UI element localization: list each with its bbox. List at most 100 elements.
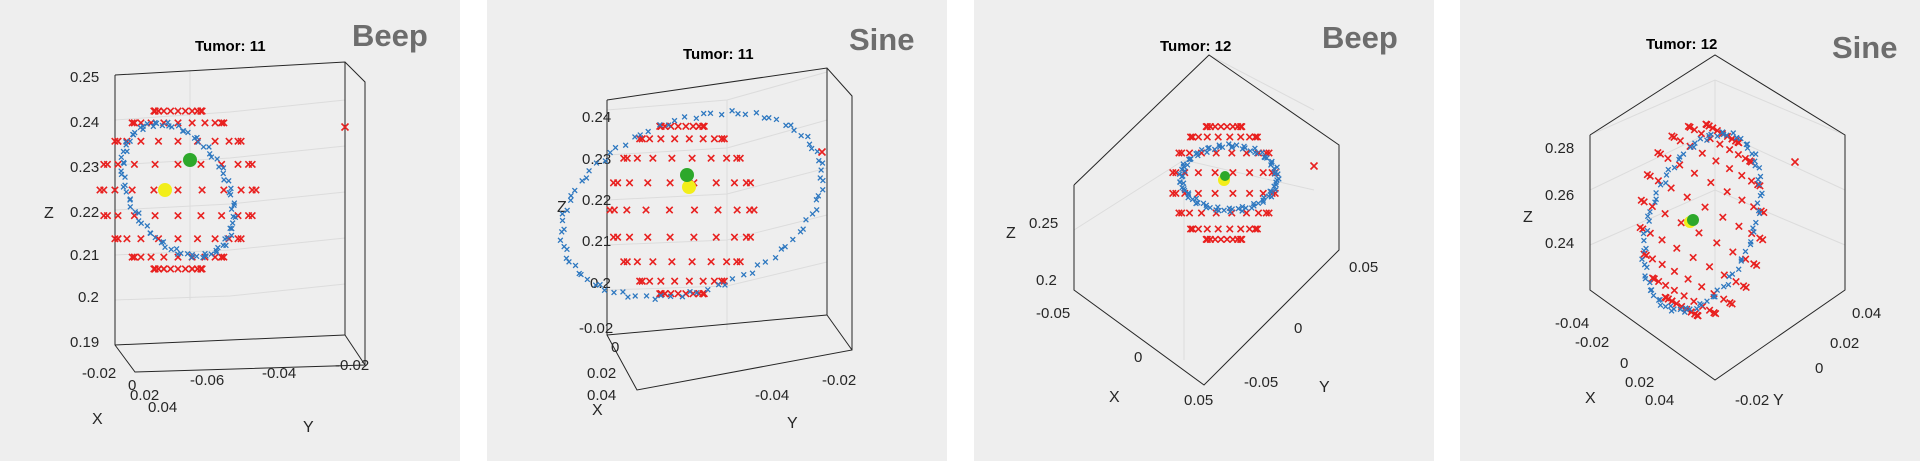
marker [1251, 133, 1260, 141]
marker [231, 202, 237, 209]
marker [1755, 176, 1761, 183]
marker [1734, 138, 1742, 147]
marker [123, 235, 131, 243]
panel-tumor-12-beep: 0.25 0.2 Z -0.05 0 0.05 X 0.05 0 -0.05 Y… [974, 0, 1434, 461]
marker [174, 235, 182, 243]
marker [720, 135, 729, 143]
marker [818, 167, 824, 173]
y-axis-label: Y [787, 415, 798, 432]
marker [601, 287, 608, 294]
marker [1705, 262, 1714, 271]
marker [815, 192, 822, 199]
marker [1686, 123, 1694, 131]
marker [819, 186, 826, 193]
y-axis-label: Y [1773, 392, 1784, 409]
marker [1670, 286, 1679, 295]
marker [1713, 239, 1721, 247]
marker [700, 110, 707, 117]
marker [1644, 213, 1651, 220]
marker [130, 160, 139, 169]
marker [699, 277, 707, 285]
marker [225, 177, 232, 184]
marker [1197, 209, 1206, 217]
marker [745, 206, 754, 214]
marker [227, 191, 234, 198]
marker [1710, 293, 1717, 300]
marker [1726, 273, 1732, 280]
marker [100, 160, 108, 169]
marker [1708, 131, 1714, 138]
x-tick: 0 [1620, 355, 1628, 372]
marker [1704, 137, 1710, 144]
marker [1747, 241, 1754, 248]
marker [637, 132, 644, 138]
marker [791, 127, 797, 134]
marker [1667, 303, 1674, 309]
marker [611, 289, 617, 296]
marker [1676, 137, 1685, 145]
marker [730, 233, 739, 241]
marker [228, 225, 235, 232]
y-tick: 0.04 [1852, 305, 1881, 322]
marker [625, 179, 634, 187]
marker [670, 277, 679, 285]
marker [1206, 235, 1215, 244]
marker [1756, 181, 1762, 188]
marker [619, 154, 628, 163]
marker [1693, 305, 1700, 312]
marker [1247, 148, 1254, 154]
marker [1200, 200, 1207, 207]
marker [572, 262, 579, 269]
marker [1644, 227, 1651, 234]
marker [340, 122, 350, 132]
marker [193, 235, 202, 243]
marker [151, 211, 159, 220]
marker [699, 135, 707, 143]
marker [1646, 218, 1653, 224]
plot-2: 0.24 0.23 0.22 0.21 0.2 Z -0.02 0 0.02 0… [557, 67, 856, 432]
marker [1677, 218, 1685, 227]
marker [625, 294, 631, 300]
x-tick: 0.02 [587, 365, 616, 382]
marker [667, 289, 675, 298]
marker [1229, 144, 1235, 151]
x-tick: -0.02 [579, 320, 613, 337]
z-tick: 0.23 [70, 159, 99, 176]
x-tick: 0.04 [587, 387, 616, 404]
z-tick: 0.2 [1036, 272, 1057, 289]
marker [174, 107, 182, 115]
marker [198, 186, 206, 194]
marker [681, 114, 688, 120]
marker [217, 253, 226, 261]
marker [1735, 266, 1742, 273]
marker [1687, 306, 1693, 313]
marker [622, 142, 629, 149]
marker [1754, 180, 1762, 189]
marker [1223, 122, 1231, 131]
marker [1716, 140, 1724, 148]
marker [645, 135, 654, 143]
marker [1259, 168, 1267, 177]
marker [820, 177, 826, 184]
marker [237, 235, 245, 243]
marker [1661, 209, 1669, 218]
marker [174, 160, 182, 169]
y-tick: 0 [1815, 360, 1823, 377]
panel-title: Tumor: 11 [683, 46, 754, 63]
marker [1723, 132, 1730, 139]
marker [557, 237, 564, 244]
marker [1668, 308, 1675, 314]
marker [782, 243, 788, 250]
marker [1177, 209, 1186, 217]
x-axis-label: X [1585, 390, 1596, 407]
marker [1169, 168, 1177, 177]
outlier-marker [1790, 157, 1800, 167]
marker [211, 119, 219, 127]
marker [699, 122, 707, 131]
marker [579, 177, 586, 184]
marker [200, 144, 207, 150]
marker [1233, 142, 1240, 148]
y-tick: -0.05 [1244, 374, 1278, 391]
x-tick: 0.05 [1184, 392, 1213, 409]
marker [194, 134, 200, 141]
